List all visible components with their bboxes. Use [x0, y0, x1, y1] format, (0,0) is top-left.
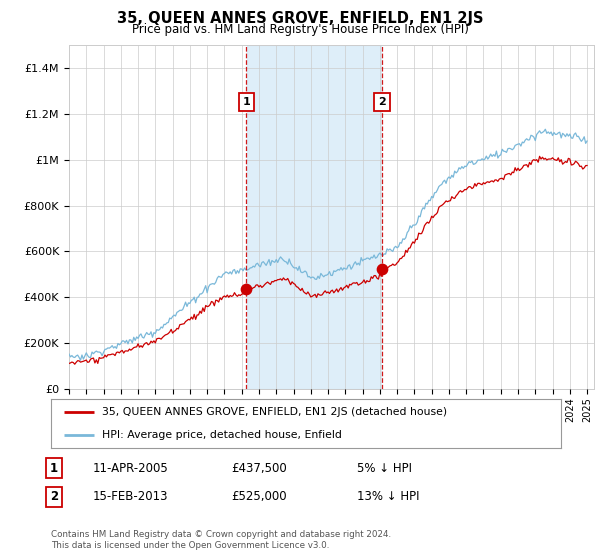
Text: 11-APR-2005: 11-APR-2005	[93, 461, 169, 475]
Text: Contains HM Land Registry data © Crown copyright and database right 2024.
This d: Contains HM Land Registry data © Crown c…	[51, 530, 391, 550]
Text: £525,000: £525,000	[231, 490, 287, 503]
Text: 1: 1	[50, 461, 58, 475]
Text: £437,500: £437,500	[231, 461, 287, 475]
Text: 2: 2	[378, 97, 386, 107]
Text: 13% ↓ HPI: 13% ↓ HPI	[357, 490, 419, 503]
Text: HPI: Average price, detached house, Enfield: HPI: Average price, detached house, Enfi…	[102, 430, 342, 440]
Point	[377, 264, 387, 273]
Point	[242, 284, 251, 293]
Text: 35, QUEEN ANNES GROVE, ENFIELD, EN1 2JS (detached house): 35, QUEEN ANNES GROVE, ENFIELD, EN1 2JS …	[102, 407, 447, 417]
Text: 35, QUEEN ANNES GROVE, ENFIELD, EN1 2JS: 35, QUEEN ANNES GROVE, ENFIELD, EN1 2JS	[117, 11, 483, 26]
Text: 5% ↓ HPI: 5% ↓ HPI	[357, 461, 412, 475]
Text: 1: 1	[242, 97, 250, 107]
Text: 2: 2	[50, 490, 58, 503]
Text: Price paid vs. HM Land Registry's House Price Index (HPI): Price paid vs. HM Land Registry's House …	[131, 23, 469, 36]
Text: 15-FEB-2013: 15-FEB-2013	[93, 490, 169, 503]
